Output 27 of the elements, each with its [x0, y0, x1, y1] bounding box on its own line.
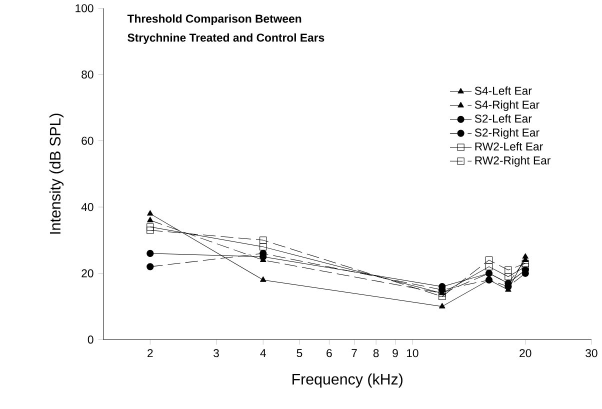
y-tick-label: 60 — [82, 136, 94, 145]
legend-label: S2-Right Ear — [474, 128, 540, 139]
y-tick-label: 0 — [88, 335, 94, 344]
x-tick-label: 2 — [148, 349, 153, 357]
legend-label: S2-Left Ear — [474, 114, 532, 123]
text: Strychnine Treated and Control Ears — [128, 33, 324, 44]
x-tick-label: 30 — [586, 349, 598, 358]
x-tick-label: 3 — [214, 349, 219, 358]
x-tick-label: 5 — [296, 349, 302, 357]
x-tick-label: 7 — [352, 349, 357, 357]
y-tick-label: 80 — [82, 70, 94, 78]
x-tick-label: 6 — [326, 349, 332, 358]
x-tick-label: 4 — [260, 349, 266, 357]
x-tick-label: 10 — [406, 349, 418, 358]
x-tick-label: 8 — [373, 349, 379, 358]
y-tick-label: 40 — [81, 202, 94, 212]
text: Threshold Comparison Between — [127, 14, 302, 25]
legend-label: RW2-Right Ear — [475, 156, 551, 167]
x-tick-label: 20 — [520, 349, 532, 358]
y-tick-label: 20 — [82, 269, 94, 278]
y-tick-label: 100 — [76, 4, 94, 12]
legend-label: S4-Left Ear — [474, 86, 532, 95]
legend-label: S4-Right Ear — [474, 100, 540, 111]
x-axis-title: Frequency (kHz) — [292, 373, 402, 388]
legend-label: RW2-Left Ear — [475, 142, 543, 150]
y-axis-title: Intensity (dB SPL) — [49, 114, 64, 234]
x-tick-label: 9 — [392, 349, 398, 358]
